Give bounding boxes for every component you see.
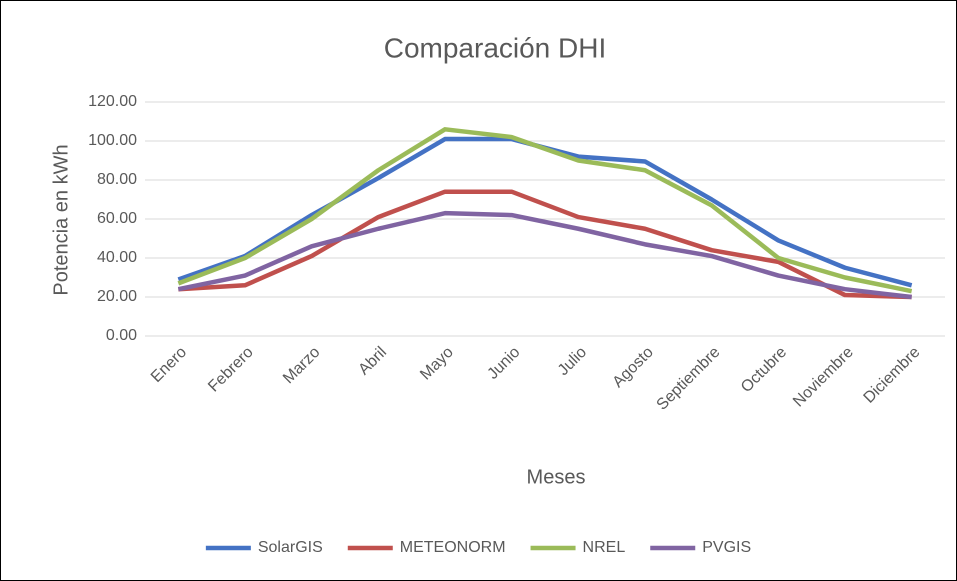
legend-label: METEONORM bbox=[400, 539, 506, 556]
y-tick-label: 20.00 bbox=[97, 288, 137, 305]
legend-label: SolarGIS bbox=[258, 539, 323, 556]
line-series bbox=[177, 210, 912, 300]
chart-title: Comparación DHI bbox=[384, 32, 607, 63]
y-axis-label: Potencia en kWh bbox=[50, 144, 72, 295]
line-series bbox=[177, 127, 913, 294]
y-tick-label: 100.00 bbox=[88, 132, 137, 149]
y-tick-label: 40.00 bbox=[97, 249, 137, 266]
legend-label: PVGIS bbox=[702, 539, 751, 556]
y-tick-label: 80.00 bbox=[97, 171, 137, 188]
legend-label: NREL bbox=[583, 539, 626, 556]
line-series bbox=[178, 189, 912, 300]
x-axis-label: Meses bbox=[527, 466, 586, 488]
y-tick-label: 0.00 bbox=[106, 327, 137, 344]
y-tick-label: 60.00 bbox=[97, 210, 137, 227]
y-tick-label: 120.00 bbox=[88, 93, 137, 110]
